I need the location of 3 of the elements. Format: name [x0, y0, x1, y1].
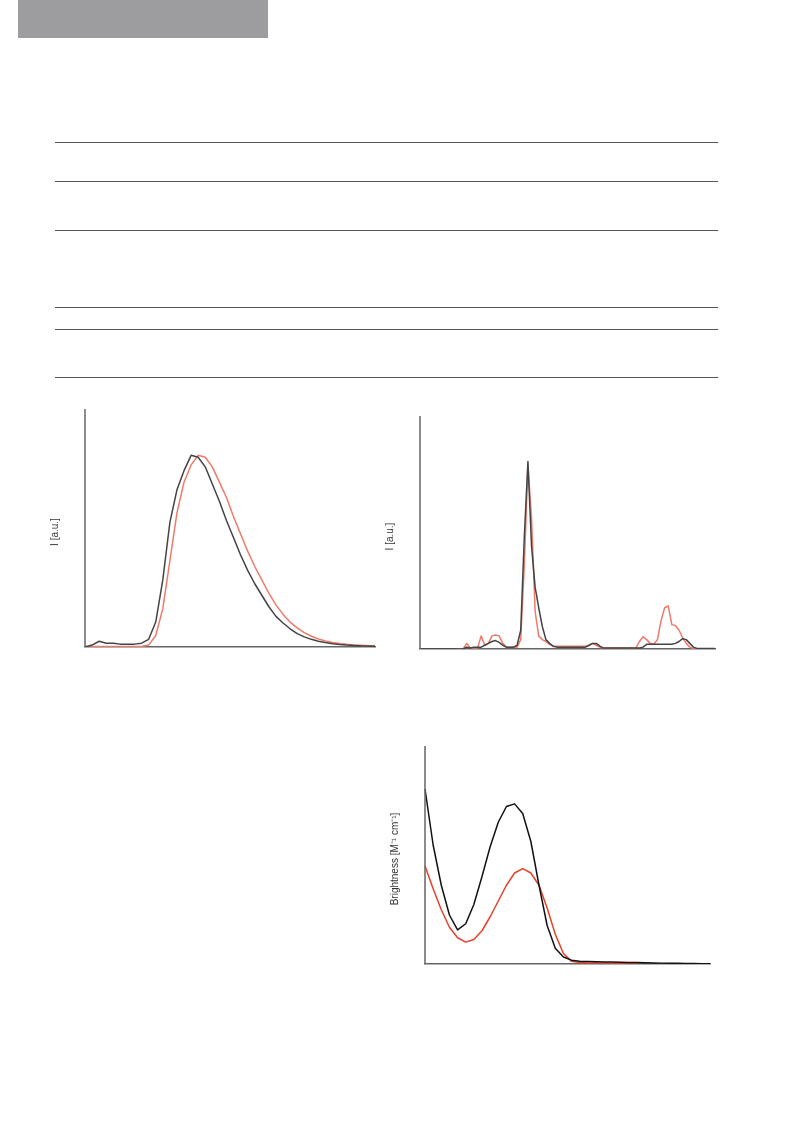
y-axis-title: I [a.u.] [48, 517, 60, 546]
y-axis-title: I [a.u.] [383, 522, 395, 551]
y-axis-title: Brightness [M⁻¹ cm⁻¹] [388, 812, 400, 906]
